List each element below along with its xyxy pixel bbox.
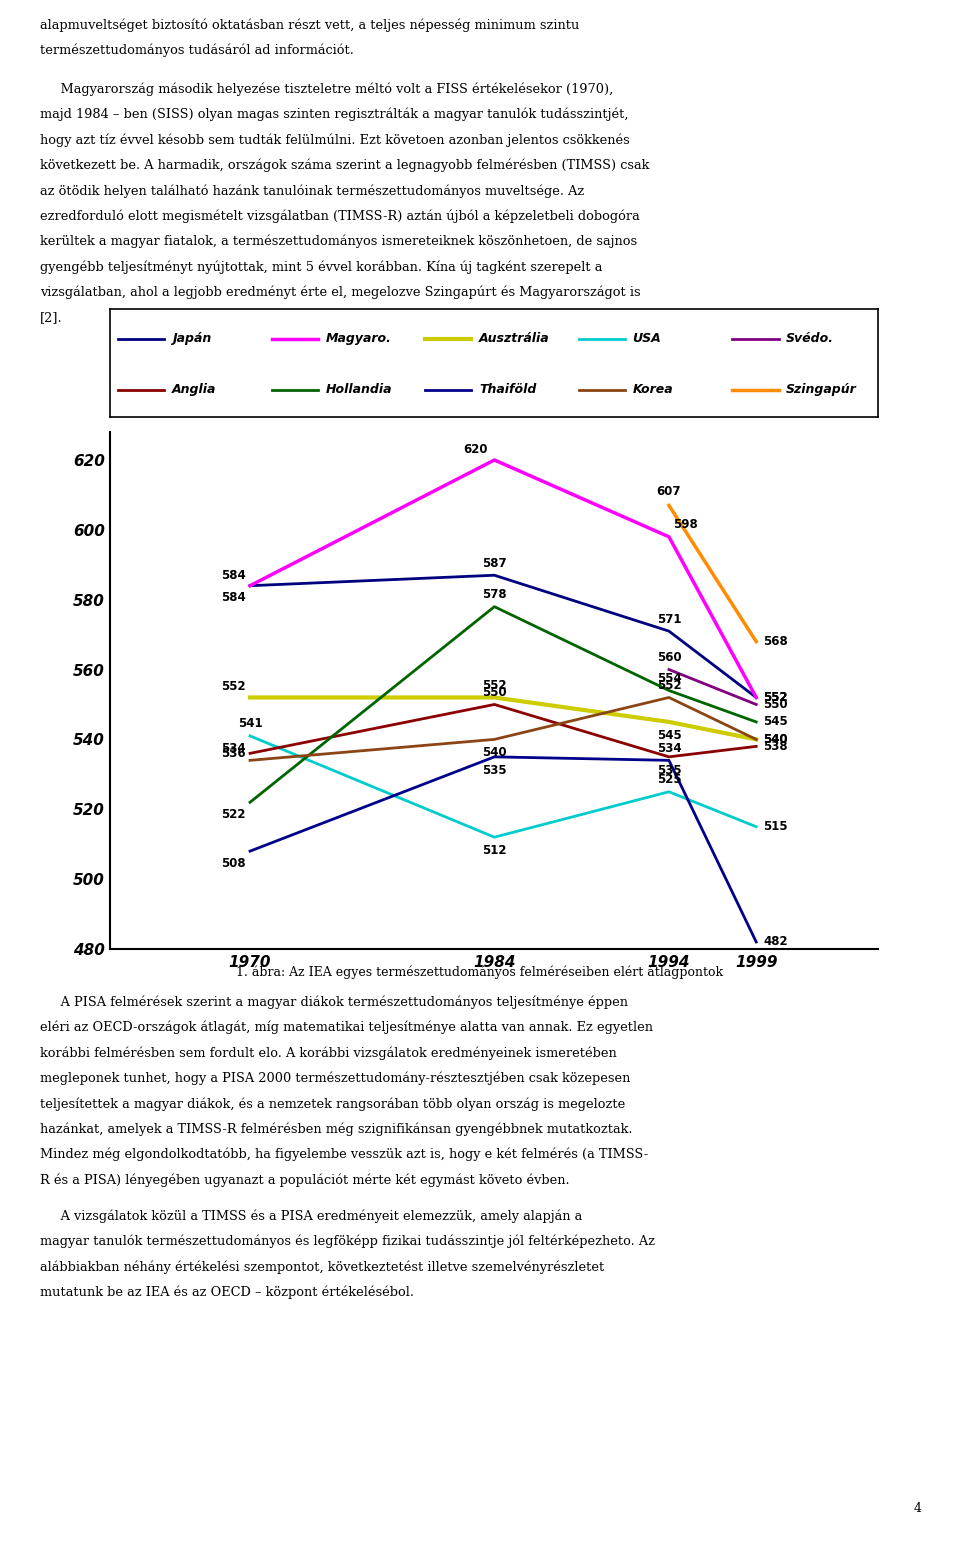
Text: 550: 550 [482,687,507,699]
Text: A vizsgálatok közül a TIMSS és a PISA eredményeit elemezzük, amely alapján a: A vizsgálatok közül a TIMSS és a PISA er… [40,1210,583,1222]
Text: Magyarország második helyezése tiszteletre méltó volt a FISS értékelésekor (1970: Magyarország második helyezése tisztelet… [40,82,613,96]
Text: 607: 607 [657,486,682,498]
Text: természettudományos tudásáról ad információt.: természettudományos tudásáról ad informá… [40,43,354,57]
Text: Hollandia: Hollandia [325,383,392,397]
Text: 540: 540 [763,733,788,745]
Text: 578: 578 [482,588,507,602]
Text: 620: 620 [463,443,488,455]
Text: 584: 584 [221,591,246,605]
Text: 1. ábra: Az IEA egyes természettudományos felméréseiben elért átlagpontok: 1. ábra: Az IEA egyes természettudományo… [236,966,724,980]
Text: 4: 4 [914,1503,922,1515]
Text: 552: 552 [657,679,682,691]
Text: kerültek a magyar fiatalok, a természettudományos ismereteiknek köszönhetoen, de: kerültek a magyar fiatalok, a természett… [40,235,637,248]
Text: [2].: [2]. [40,312,63,324]
Text: Magyaro.: Magyaro. [325,332,392,346]
Text: 545: 545 [763,716,788,728]
Text: 545: 545 [657,728,682,742]
Text: mutatunk be az IEA és az OECD – központ értékelésébol.: mutatunk be az IEA és az OECD – központ … [40,1285,415,1299]
Text: 552: 552 [763,691,788,704]
Text: 538: 538 [763,741,788,753]
Text: 598: 598 [673,518,698,531]
Text: az ötödik helyen található hazánk tanulóinak természettudományos muveltsége. Az: az ötödik helyen található hazánk tanuló… [40,184,585,198]
Text: Korea: Korea [633,383,673,397]
Text: 540: 540 [482,747,507,759]
Text: 560: 560 [657,651,682,663]
Text: 534: 534 [221,742,246,755]
Text: majd 1984 – ben (SISS) olyan magas szinten regisztrálták a magyar tanulók tudáss: majd 1984 – ben (SISS) olyan magas szint… [40,108,629,120]
Text: Szingapúr: Szingapúr [786,383,857,397]
Text: USA: USA [633,332,661,346]
Text: hogy azt tíz évvel késobb sem tudták felülmúlni. Ezt követoen azonban jelentos c: hogy azt tíz évvel késobb sem tudták fel… [40,133,630,147]
Text: R és a PISA) lényegében ugyanazt a populációt mérte két egymást követo évben.: R és a PISA) lényegében ugyanazt a popul… [40,1174,570,1187]
Text: korábbi felmérésben sem fordult elo. A korábbi vizsgálatok eredményeinek ismeret: korábbi felmérésben sem fordult elo. A k… [40,1046,617,1060]
Text: következett be. A harmadik, országok száma szerint a legnagyobb felmérésben (TIM: következett be. A harmadik, országok szá… [40,159,650,171]
Text: 536: 536 [221,747,246,759]
Text: 554: 554 [657,671,682,685]
Text: 541: 541 [238,717,262,730]
Text: 525: 525 [657,773,682,787]
Text: Mindez még elgondolkodtatóbb, ha figyelembe vesszük azt is, hogy e két felmérés : Mindez még elgondolkodtatóbb, ha figyele… [40,1148,649,1162]
Text: 515: 515 [763,821,788,833]
Text: 540: 540 [763,733,788,745]
Text: 552: 552 [221,680,246,693]
Text: 587: 587 [482,557,507,569]
Text: 512: 512 [482,844,507,856]
Text: 535: 535 [482,764,507,776]
Text: 568: 568 [763,636,788,648]
Text: 535: 535 [657,764,682,776]
Text: megleponek tunhet, hogy a PISA 2000 természettudomány-résztesztjében csak közepe: megleponek tunhet, hogy a PISA 2000 term… [40,1072,631,1085]
Text: hazánkat, amelyek a TIMSS-R felmérésben még szignifikánsan gyengébbnek mutatkozt: hazánkat, amelyek a TIMSS-R felmérésben … [40,1123,633,1136]
Text: vizsgálatban, ahol a legjobb eredményt érte el, megelozve Szingapúrt és Magyaror: vizsgálatban, ahol a legjobb eredményt é… [40,285,641,299]
Text: Anglia: Anglia [172,383,216,397]
Text: Svédo.: Svédo. [786,332,834,346]
Text: 552: 552 [763,691,788,704]
Text: 534: 534 [657,742,682,755]
Text: 522: 522 [222,809,246,821]
Text: 508: 508 [221,856,246,870]
Text: magyar tanulók természettudományos és legföképp fizikai tudásszintje jól feltérk: magyar tanulók természettudományos és le… [40,1234,656,1248]
Text: 552: 552 [482,679,507,691]
Text: alapmuveltséget biztosító oktatásban részt vett, a teljes népesség minimum szint: alapmuveltséget biztosító oktatásban rés… [40,19,580,32]
Text: Thaiföld: Thaiföld [479,383,537,397]
Text: Ausztrália: Ausztrália [479,332,550,346]
Text: ezredforduló elott megismételt vizsgálatban (TIMSS-R) aztán újból a képzeletbeli: ezredforduló elott megismételt vizsgálat… [40,210,640,222]
Text: 584: 584 [221,568,246,582]
Text: alábbiakban néhány értékelési szempontot, következtetést illetve szemelvényrészl: alábbiakban néhány értékelési szempontot… [40,1261,605,1273]
Text: gyengébb teljesítményt nyújtottak, mint 5 évvel korábban. Kína új tagként szerep: gyengébb teljesítményt nyújtottak, mint … [40,261,603,273]
Text: Japán: Japán [172,332,211,346]
Text: 550: 550 [763,697,788,711]
Text: 482: 482 [763,935,788,949]
Text: 571: 571 [657,613,682,625]
Text: A PISA felmérések szerint a magyar diákok természettudományos teljesítménye éppe: A PISA felmérések szerint a magyar diáko… [40,995,629,1009]
Text: teljesítettek a magyar diákok, és a nemzetek rangsorában több olyan ország is me: teljesítettek a magyar diákok, és a nemz… [40,1097,626,1111]
Text: eléri az OECD-országok átlagát, míg matematikai teljesítménye alatta van annak. : eléri az OECD-országok átlagát, míg mate… [40,1021,654,1034]
